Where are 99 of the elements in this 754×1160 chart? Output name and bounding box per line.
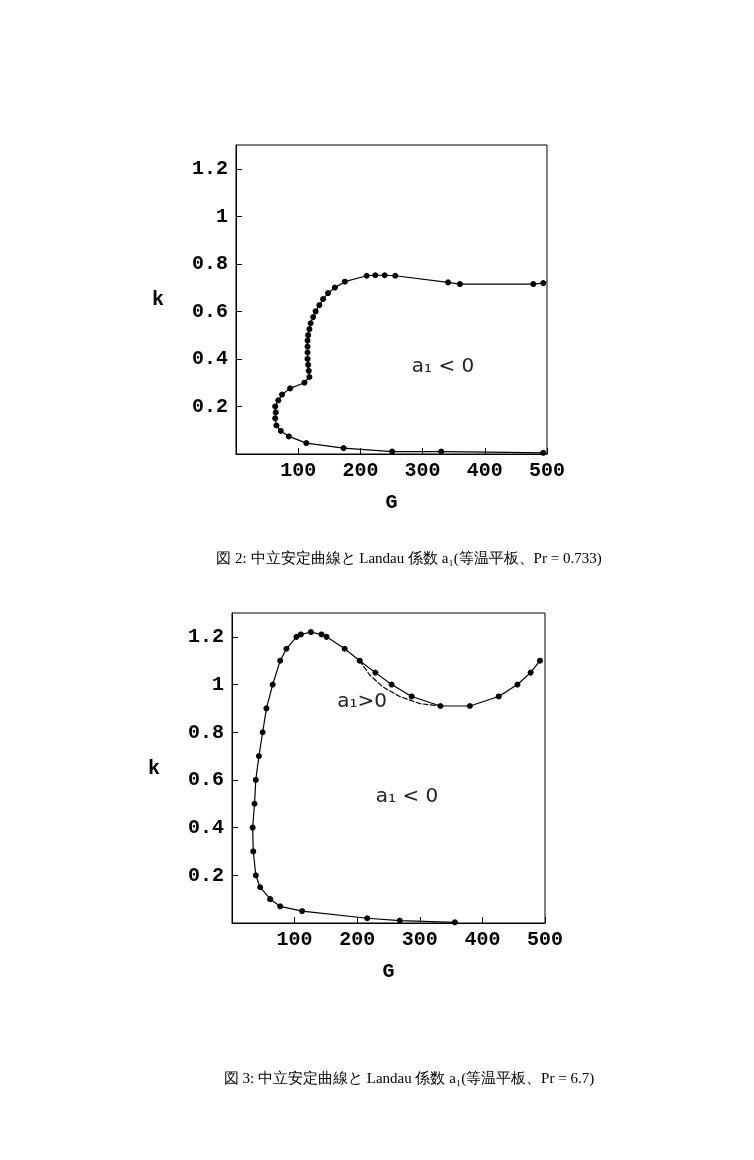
point: [263, 705, 270, 712]
point: [279, 391, 286, 398]
point: [445, 279, 452, 286]
y-tick-label: 0.2: [191, 394, 228, 418]
point: [388, 681, 395, 688]
point: [287, 385, 294, 392]
point: [306, 373, 313, 380]
point: [305, 332, 312, 339]
point: [341, 278, 348, 285]
point: [249, 824, 256, 831]
y-tick-label: 0.4: [187, 816, 224, 840]
y-axis-title: k: [151, 288, 164, 311]
y-tick-label: 0.8: [187, 720, 224, 744]
point: [252, 776, 259, 783]
caption: 図 3: 中立安定曲線と Landau 係数 a₁(等温平板、Pr = 6.7): [223, 1070, 595, 1087]
x-tick-label: 200: [342, 458, 379, 482]
point: [437, 703, 444, 709]
x-tick-label: 400: [466, 458, 503, 482]
point: [285, 433, 292, 440]
x-tick-label: 300: [401, 927, 438, 951]
point: [273, 422, 280, 429]
y-tick-label: 0.6: [191, 299, 228, 323]
y-tick-label: 0.4: [191, 347, 228, 371]
point: [408, 693, 415, 700]
point: [272, 409, 279, 416]
x-tick-label: 100: [280, 458, 317, 482]
x-tick-label: 200: [339, 927, 376, 951]
caption: 図 2: 中立安定曲線と Landau 係数 a₁(等温平板、Pr = 0.733): [216, 550, 602, 567]
point: [318, 631, 325, 638]
point: [527, 669, 534, 676]
y-tick-label: 0.6: [187, 768, 224, 792]
y-tick-label: 1: [215, 204, 228, 228]
point: [301, 379, 308, 386]
y-tick-label: 1: [211, 673, 224, 697]
point: [251, 800, 258, 807]
annotation: a₁ < 0: [411, 353, 475, 377]
point: [372, 272, 379, 279]
x-tick-label: 300: [404, 458, 441, 482]
point: [305, 367, 312, 374]
point: [364, 915, 371, 922]
annotation: a₁ < 0: [375, 783, 439, 807]
point: [259, 729, 266, 736]
point: [272, 415, 279, 422]
x-axis-title: G: [382, 959, 395, 983]
y-tick-label: 1.2: [187, 625, 224, 649]
x-tick-label: 400: [464, 927, 501, 951]
point: [372, 669, 379, 676]
point: [466, 703, 473, 709]
point: [283, 645, 290, 652]
point: [363, 272, 370, 279]
point: [331, 284, 338, 291]
point: [540, 280, 547, 287]
point: [340, 445, 347, 452]
point: [304, 343, 311, 350]
point: [341, 645, 348, 652]
x-tick-label: 500: [528, 458, 566, 482]
point: [307, 629, 314, 636]
point: [323, 633, 330, 640]
point: [537, 657, 543, 664]
point: [325, 290, 332, 297]
point: [277, 427, 284, 434]
y-axis-title: k: [147, 756, 160, 780]
point: [277, 903, 284, 910]
point: [307, 320, 314, 327]
point: [255, 753, 262, 760]
point: [316, 302, 323, 309]
x-axis-title: G: [385, 490, 398, 514]
point: [305, 361, 312, 368]
y-tick-label: 0.8: [191, 252, 228, 276]
point: [392, 272, 399, 279]
point: [275, 397, 282, 404]
point: [304, 349, 311, 356]
point: [303, 440, 310, 447]
point: [451, 919, 458, 926]
x-tick-label: 100: [276, 927, 313, 951]
point: [267, 896, 274, 903]
x-tick-label: 500: [526, 927, 564, 951]
point: [272, 403, 279, 410]
point: [277, 657, 284, 664]
point: [257, 884, 264, 891]
point: [299, 908, 306, 915]
point: [320, 296, 327, 303]
y-tick-label: 0.2: [187, 863, 224, 887]
annotation: a₁>0: [337, 688, 387, 712]
point: [530, 281, 537, 288]
point: [456, 281, 463, 288]
point: [252, 872, 259, 879]
point: [381, 272, 388, 279]
point: [438, 448, 445, 455]
point: [389, 448, 396, 455]
point: [297, 631, 304, 638]
point: [310, 314, 317, 321]
point: [304, 355, 311, 362]
point: [356, 657, 363, 664]
point: [396, 917, 403, 924]
point: [514, 681, 521, 688]
point: [312, 308, 319, 315]
point: [306, 326, 313, 333]
y-tick-label: 1.2: [191, 157, 228, 181]
